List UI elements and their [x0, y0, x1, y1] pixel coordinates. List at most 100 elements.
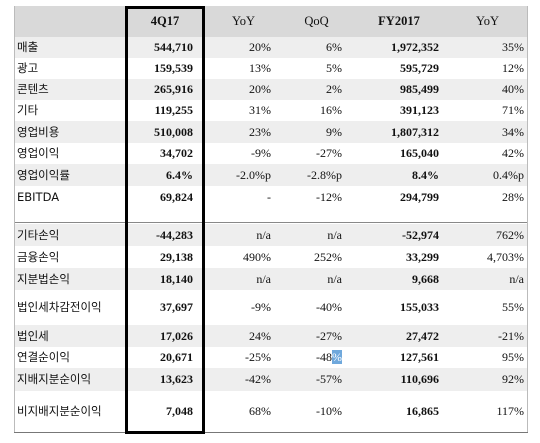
cell-fy-yoy: n/a	[509, 271, 524, 286]
cell-fy-yoy: 762%	[496, 227, 524, 242]
cell-4q17: 18,140	[160, 271, 193, 286]
table-row: 기타손익 -44,283 n/a n/a -52,974 762%	[14, 224, 528, 246]
row-label: 콘텐츠	[17, 82, 49, 96]
table-row: 금융손익 29,138 490% 252% 33,299 4,703%	[14, 246, 528, 268]
cell-fy-yoy: 40%	[502, 82, 524, 96]
text-selection-highlight: %	[332, 350, 342, 364]
cell-fy-yoy: 4,703%	[487, 249, 524, 264]
cell-qoq: -2.8%p	[307, 167, 342, 182]
row-label: 영업이익률	[17, 167, 70, 182]
cell-4q17: 37,697	[160, 300, 193, 314]
header-qoq: QoQ	[304, 14, 329, 28]
cell-qoq: n/a	[327, 271, 342, 286]
table-row: 지배지분순이익 13,623 -42% -57% 110,696 92%	[14, 368, 528, 391]
table-left-border	[14, 6, 15, 432]
cell-fy2017: 127,561	[400, 350, 439, 364]
cell-qoq: -40%	[316, 300, 342, 314]
table-row: 영업이익 34,702 -9% -27% 165,040 42%	[14, 143, 528, 164]
cell-fy2017: 1,807,312	[391, 124, 439, 139]
row-label: 영업이익	[17, 146, 60, 160]
cell-yoy: n/a	[256, 271, 271, 286]
cell-fy-yoy: 35%	[502, 40, 524, 54]
cell-fy-yoy: 12%	[502, 61, 524, 75]
table-row: EBITDA 69,824 - -12% 294,799 28%	[14, 186, 528, 208]
header-yoy: YoY	[231, 14, 256, 28]
cell-fy2017: 110,696	[400, 372, 439, 386]
cell-fy-yoy: 55%	[502, 300, 524, 314]
row-label: 기타	[17, 103, 39, 117]
cell-qoq: 16%	[320, 103, 342, 117]
cell-fy2017: 16,865	[406, 403, 439, 418]
cell-yoy: -	[267, 189, 271, 204]
cell-fy2017: 1,972,352	[391, 40, 439, 54]
cell-fy-yoy: 71%	[502, 103, 524, 117]
cell-qoq: 5%	[326, 61, 342, 75]
cell-yoy: -9%	[251, 300, 271, 314]
table-row: 지분법손익 18,140 n/a n/a 9,668 n/a	[14, 268, 528, 290]
row-label: 광고	[17, 61, 39, 75]
cell-4q17: 510,008	[154, 124, 193, 139]
cell-fy-yoy: 92%	[502, 372, 524, 386]
section-divider	[14, 222, 528, 223]
table-bottom-border	[14, 432, 528, 433]
row-label: 비지배지분순이익	[17, 403, 102, 418]
cell-4q17: 20,671	[160, 350, 193, 364]
table-row: 콘텐츠 265,916 20% 2% 985,499 40%	[14, 79, 528, 100]
cell-yoy: -2.0%p	[236, 167, 271, 182]
cell-yoy: 68%	[249, 403, 271, 418]
cell-yoy: -25%	[245, 350, 271, 364]
cell-yoy: 31%	[249, 103, 271, 117]
table-row: 영업이익률 6.4% -2.0%p -2.8%p 8.4% 0.4%p	[14, 164, 528, 186]
cell-qoq: 6%	[326, 40, 342, 54]
row-label: EBITDA	[17, 189, 60, 204]
cell-4q17: 119,255	[154, 103, 193, 117]
row-label: 법인세차감전이익	[17, 300, 102, 314]
cell-4q17: 13,623	[160, 372, 193, 386]
cell-fy2017: 165,040	[400, 146, 439, 160]
cell-4q17: 265,916	[154, 82, 193, 96]
row-label: 매출	[17, 40, 39, 54]
cell-4q17: 7,048	[166, 403, 193, 418]
cell-qoq: -27%	[316, 146, 342, 160]
cell-fy2017: 294,799	[400, 189, 439, 204]
header-4q17: 4Q17	[150, 14, 180, 28]
cell-4q17: 544,710	[154, 40, 193, 54]
row-label: 영업비용	[17, 124, 60, 139]
cell-fy2017: 9,668	[412, 271, 439, 286]
cell-yoy: 13%	[249, 61, 271, 75]
cell-qoq: -27%	[316, 328, 342, 343]
cell-fy2017: 595,729	[400, 61, 439, 75]
cell-4q17: 6.4%	[166, 167, 193, 182]
cell-fy-yoy: 95%	[502, 350, 524, 364]
cell-fy-yoy: 117%	[496, 403, 524, 418]
cell-qoq: 2%	[326, 82, 342, 96]
table-row: 법인세 17,026 24% -27% 27,472 -21%	[14, 325, 528, 347]
cell-yoy: -42%	[245, 372, 271, 386]
table-right-border	[527, 6, 528, 432]
header-fy2017: FY2017	[378, 14, 420, 28]
cell-yoy: 490%	[243, 249, 271, 264]
cell-yoy: 20%	[249, 40, 271, 54]
cell-qoq: 9%	[326, 124, 342, 139]
cell-fy-yoy: -21%	[498, 328, 524, 343]
cell-fy2017: 27,472	[406, 328, 439, 343]
cell-fy2017: 33,299	[406, 249, 439, 264]
table-row: 영업비용 510,008 23% 9% 1,807,312 34%	[14, 121, 528, 143]
cell-qoq: -10%	[316, 403, 342, 418]
table-row: 법인세차감전이익 37,697 -9% -40% 155,033 55%	[14, 290, 528, 325]
cell-yoy: 24%	[249, 328, 271, 343]
cell-qoq-text: -48	[316, 350, 332, 364]
row-label: 연결순이익	[17, 350, 70, 364]
cell-4q17: 29,138	[160, 249, 193, 264]
cell-yoy: 23%	[249, 124, 271, 139]
cell-fy2017: 391,123	[400, 103, 439, 117]
cell-fy-yoy: 34%	[502, 124, 524, 139]
4q17-column-highlight-box	[125, 6, 205, 434]
cell-yoy: n/a	[256, 227, 271, 242]
row-label: 지분법손익	[17, 271, 70, 286]
table-row: 비지배지분순이익 7,048 68% -10% 16,865 117%	[14, 391, 528, 431]
row-label: 법인세	[17, 328, 49, 343]
cell-fy2017: 985,499	[400, 82, 439, 96]
cell-4q17: 69,824	[160, 189, 193, 204]
table-row: 연결순이익 20,671 -25% -48% 127,561 95%	[14, 347, 528, 368]
